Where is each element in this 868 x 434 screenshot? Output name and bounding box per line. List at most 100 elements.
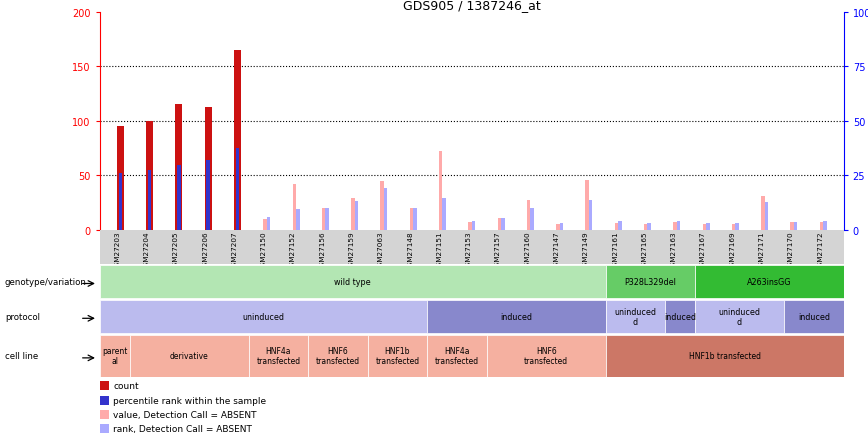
Text: GSM27153: GSM27153 (466, 231, 471, 270)
Text: GSM27165: GSM27165 (641, 231, 648, 270)
Bar (129, 335, 248, 377)
Text: HNF1b
transfected: HNF1b transfected (375, 346, 419, 365)
Bar (100, 266, 606, 299)
Text: parent
al: parent al (102, 346, 128, 365)
Bar (735, 224, 739, 230)
Bar (427, 300, 606, 333)
Bar (615, 224, 618, 230)
Text: GSM27169: GSM27169 (729, 231, 735, 270)
Bar (384, 189, 387, 230)
Text: HNF4a
transfected: HNF4a transfected (435, 346, 479, 365)
Bar (606, 266, 695, 299)
Bar (618, 221, 621, 230)
Text: GSM27205: GSM27205 (173, 231, 179, 270)
Text: protocol: protocol (5, 312, 40, 321)
Text: GSM27151: GSM27151 (437, 231, 443, 270)
Bar (589, 201, 593, 230)
Bar (410, 208, 413, 230)
Text: GSM27157: GSM27157 (495, 231, 501, 270)
Bar (326, 208, 329, 230)
Text: GSM27172: GSM27172 (817, 231, 823, 270)
Bar (205, 107, 212, 230)
Bar (100, 335, 129, 377)
Bar (706, 224, 709, 230)
Text: GSM27156: GSM27156 (319, 231, 326, 270)
Text: cell line: cell line (5, 352, 38, 360)
Title: GDS905 / 1387246_at: GDS905 / 1387246_at (403, 0, 541, 12)
Bar (100, 381, 109, 391)
Bar (497, 218, 501, 230)
Bar (322, 208, 326, 230)
Bar (100, 410, 109, 419)
Text: GSM27204: GSM27204 (143, 231, 149, 270)
Text: genotype/variation: genotype/variation (5, 278, 87, 286)
Text: derivative: derivative (170, 352, 208, 360)
Bar (427, 335, 487, 377)
Bar (380, 181, 384, 230)
Bar (413, 208, 417, 230)
Bar (296, 210, 299, 230)
Bar (784, 300, 844, 333)
Bar (487, 335, 606, 377)
Text: GSM27206: GSM27206 (202, 231, 208, 270)
Bar (236, 148, 240, 230)
Text: HNF1b transfected: HNF1b transfected (688, 352, 760, 360)
Bar (355, 202, 358, 230)
Text: GSM27170: GSM27170 (788, 231, 794, 270)
Text: GSM27159: GSM27159 (349, 231, 355, 270)
Bar (100, 396, 109, 404)
Text: wild type: wild type (334, 278, 371, 286)
Bar (248, 335, 308, 377)
Text: value, Detection Call = ABSENT: value, Detection Call = ABSENT (113, 410, 257, 419)
Text: GSM27063: GSM27063 (378, 231, 384, 270)
Bar (119, 174, 122, 230)
Text: GSM27163: GSM27163 (671, 231, 677, 270)
Bar (263, 219, 266, 230)
Bar (471, 221, 476, 230)
Bar (674, 222, 677, 230)
Bar (148, 171, 151, 230)
Bar (648, 224, 651, 230)
Text: GSM27147: GSM27147 (554, 231, 560, 270)
Bar (765, 203, 768, 230)
Text: induced: induced (798, 312, 830, 321)
Bar (100, 300, 427, 333)
Text: GSM27149: GSM27149 (583, 231, 589, 270)
Bar (266, 217, 270, 230)
Text: uninduced
d: uninduced d (719, 307, 760, 326)
Bar (146, 122, 153, 230)
Text: GSM27160: GSM27160 (524, 231, 530, 270)
Bar (695, 266, 844, 299)
Text: P328L329del: P328L329del (624, 278, 676, 286)
Bar (761, 196, 765, 230)
Text: induced: induced (664, 312, 696, 321)
Bar (606, 335, 844, 377)
Bar (823, 221, 826, 230)
Bar (100, 424, 109, 433)
Bar (606, 300, 665, 333)
Bar (351, 199, 355, 230)
Bar (702, 225, 706, 230)
Text: GSM27207: GSM27207 (232, 231, 238, 270)
Text: GSM27152: GSM27152 (290, 231, 296, 270)
Bar (293, 184, 296, 230)
Bar (585, 180, 589, 230)
Bar (368, 335, 427, 377)
Text: count: count (113, 381, 139, 391)
Bar (665, 300, 695, 333)
Bar (794, 222, 798, 230)
Text: percentile rank within the sample: percentile rank within the sample (113, 396, 266, 404)
Bar (443, 199, 446, 230)
Text: GSM27150: GSM27150 (260, 231, 266, 270)
Text: GSM27203: GSM27203 (115, 231, 121, 270)
Text: GSM27148: GSM27148 (407, 231, 413, 270)
Bar (530, 208, 534, 230)
Bar (677, 221, 681, 230)
Bar (527, 201, 530, 230)
Bar (308, 335, 368, 377)
Text: HNF6
transfected: HNF6 transfected (524, 346, 569, 365)
Bar (468, 222, 471, 230)
Text: rank, Detection Call = ABSENT: rank, Detection Call = ABSENT (113, 424, 252, 433)
Bar (560, 224, 563, 230)
Text: uninduced: uninduced (242, 312, 285, 321)
